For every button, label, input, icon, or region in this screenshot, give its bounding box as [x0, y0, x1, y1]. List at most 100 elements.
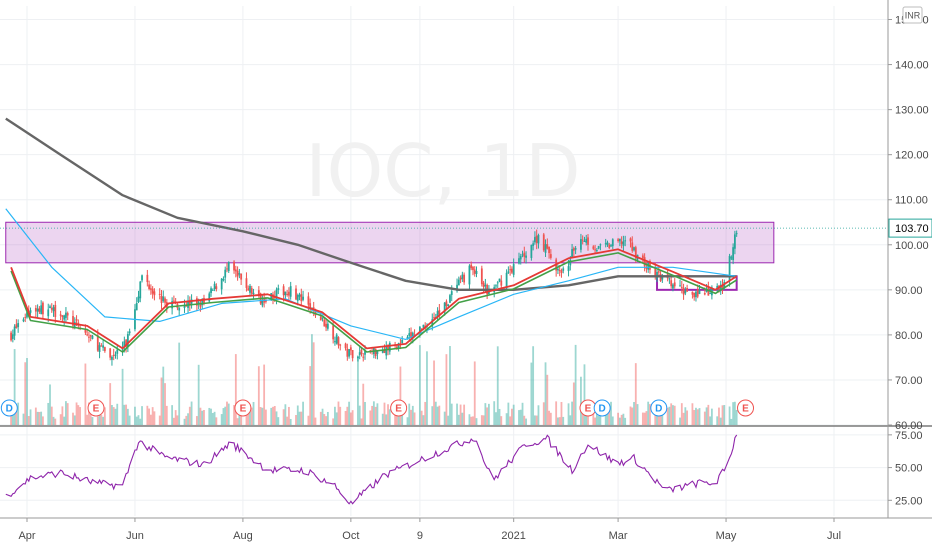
candle-body[interactable]: [620, 241, 623, 244]
candle-body[interactable]: [49, 306, 51, 309]
candle-body[interactable]: [220, 278, 223, 290]
candle-body[interactable]: [549, 254, 552, 258]
candle-body[interactable]: [298, 294, 301, 297]
candle-body[interactable]: [381, 350, 384, 353]
candle-body[interactable]: [141, 275, 143, 281]
candle-body[interactable]: [323, 319, 326, 327]
candle-body[interactable]: [436, 310, 439, 317]
candle-body[interactable]: [116, 349, 119, 354]
event-marker[interactable]: [593, 399, 611, 417]
candle-body[interactable]: [472, 266, 474, 271]
candle-body[interactable]: [332, 325, 335, 340]
candle-body[interactable]: [532, 243, 535, 246]
candle-body[interactable]: [98, 345, 101, 352]
candle-body[interactable]: [420, 328, 423, 330]
candle-body[interactable]: [88, 336, 90, 338]
candle-body[interactable]: [238, 273, 241, 275]
candle-body[interactable]: [631, 242, 634, 251]
candle-body[interactable]: [17, 323, 20, 328]
candle-body[interactable]: [495, 285, 497, 287]
candle-body[interactable]: [236, 270, 239, 277]
candle-body[interactable]: [544, 244, 547, 253]
candle-body[interactable]: [245, 278, 248, 288]
candle-body[interactable]: [314, 309, 317, 316]
candle-body[interactable]: [585, 238, 588, 243]
candle-body[interactable]: [732, 247, 735, 261]
candle-body[interactable]: [525, 255, 527, 258]
candle-body[interactable]: [162, 296, 165, 301]
candle-body[interactable]: [450, 291, 453, 295]
candle-body[interactable]: [629, 238, 632, 242]
candle-body[interactable]: [325, 323, 327, 328]
candle-body[interactable]: [572, 248, 575, 251]
candle-body[interactable]: [641, 255, 644, 258]
last-price-tag[interactable]: [888, 218, 932, 238]
candle-body[interactable]: [337, 337, 340, 346]
event-marker[interactable]: [87, 399, 105, 417]
candle-body[interactable]: [26, 312, 28, 318]
candle-body[interactable]: [659, 273, 662, 282]
candle-body[interactable]: [597, 246, 600, 249]
candle-body[interactable]: [647, 262, 650, 270]
candle-body[interactable]: [247, 288, 250, 291]
candle-body[interactable]: [633, 247, 635, 251]
candle-body[interactable]: [682, 287, 685, 295]
candle-body[interactable]: [488, 291, 490, 294]
candle-body[interactable]: [511, 268, 513, 273]
candle-body[interactable]: [307, 296, 310, 305]
candle-body[interactable]: [622, 241, 625, 246]
candle-body[interactable]: [546, 244, 549, 249]
candle-body[interactable]: [11, 334, 14, 339]
candle-body[interactable]: [696, 289, 699, 297]
candle-body[interactable]: [599, 244, 602, 246]
candle-body[interactable]: [178, 307, 181, 311]
candle-body[interactable]: [594, 249, 596, 251]
candle-body[interactable]: [72, 316, 74, 326]
candle-body[interactable]: [240, 273, 243, 280]
candle-body[interactable]: [226, 268, 228, 270]
candle-body[interactable]: [484, 284, 487, 287]
candle-body[interactable]: [518, 258, 520, 264]
event-marker[interactable]: [650, 399, 668, 417]
candle-body[interactable]: [59, 314, 62, 316]
candle-body[interactable]: [284, 291, 287, 296]
candle-body[interactable]: [534, 237, 536, 243]
rsi-pane[interactable]: [0, 425, 932, 505]
candle-body[interactable]: [295, 288, 297, 300]
candle-body[interactable]: [47, 309, 50, 317]
candle-body[interactable]: [222, 279, 225, 281]
candle-body[interactable]: [498, 278, 501, 282]
candle-body[interactable]: [557, 268, 559, 271]
candle-body[interactable]: [151, 288, 154, 294]
candle-body[interactable]: [135, 303, 138, 311]
candle-body[interactable]: [234, 269, 237, 272]
candle-body[interactable]: [29, 310, 32, 313]
candle-body[interactable]: [91, 335, 94, 339]
candle-body[interactable]: [645, 267, 648, 269]
candle-body[interactable]: [199, 304, 202, 307]
candle-body[interactable]: [703, 293, 706, 295]
candle-body[interactable]: [326, 323, 329, 329]
candle-body[interactable]: [148, 284, 151, 289]
candle-body[interactable]: [604, 243, 607, 245]
candle-body[interactable]: [289, 286, 292, 297]
candle-body[interactable]: [249, 285, 251, 293]
candle-body[interactable]: [560, 270, 563, 273]
candle-body[interactable]: [521, 254, 524, 256]
candle-body[interactable]: [680, 286, 683, 288]
candle-body[interactable]: [459, 277, 462, 280]
candle-body[interactable]: [38, 308, 41, 312]
candle-body[interactable]: [496, 282, 499, 284]
candle-body[interactable]: [408, 333, 411, 336]
candle-body[interactable]: [257, 290, 260, 296]
candle-body[interactable]: [252, 292, 255, 295]
candle-body[interactable]: [571, 249, 573, 258]
candle-body[interactable]: [128, 331, 131, 334]
candle-body[interactable]: [456, 284, 458, 292]
candle-body[interactable]: [15, 324, 18, 328]
candle-body[interactable]: [75, 319, 78, 321]
currency-badge[interactable]: [902, 6, 923, 24]
candle-body[interactable]: [707, 287, 710, 296]
candle-body[interactable]: [146, 274, 149, 283]
